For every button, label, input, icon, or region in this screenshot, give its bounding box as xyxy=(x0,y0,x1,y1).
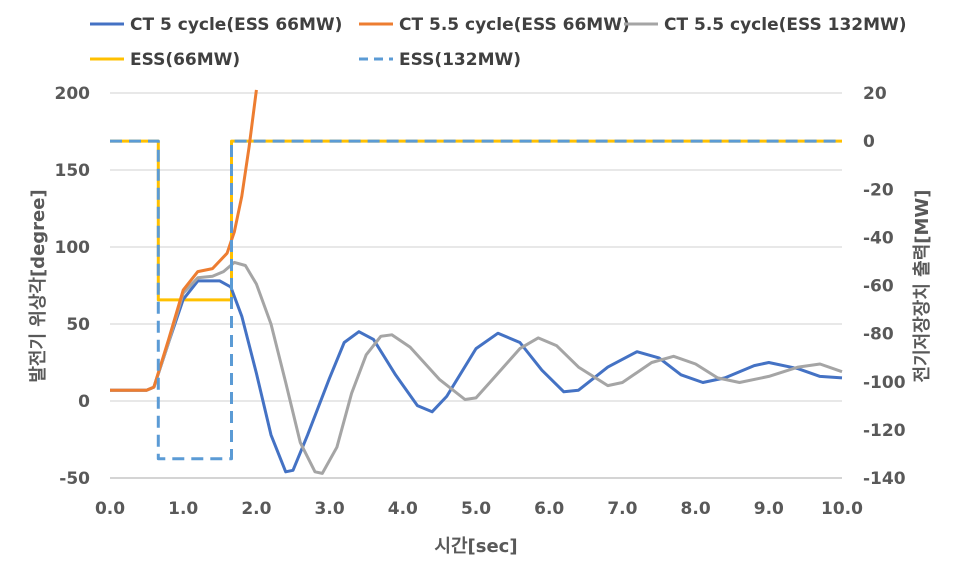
x-tick-label: 6.0 xyxy=(534,499,564,519)
x-tick-label: 1.0 xyxy=(168,499,198,519)
series-line-3 xyxy=(110,139,842,302)
x-tick-label: 10.0 xyxy=(821,499,863,519)
legend-label: CT 5 cycle(ESS 66MW) xyxy=(130,15,342,35)
y-left-tick-label: 100 xyxy=(55,238,91,258)
y-right-tick-label: 0 xyxy=(863,132,875,152)
y-axis-right-title: 전기저장장치 출력[MW] xyxy=(912,190,933,383)
legend-label: CT 5.5 cycle(ESS 132MW) xyxy=(664,15,907,35)
y-right-tick-label: -40 xyxy=(863,228,894,248)
x-tick-label: 0.0 xyxy=(95,499,125,519)
y-right-tick-label: -80 xyxy=(863,325,894,345)
series-line-2 xyxy=(110,260,843,475)
y-right-tick-label: -100 xyxy=(863,373,906,393)
legend: CT 5 cycle(ESS 66MW) CT 5.5 cycle(ESS 66M… xyxy=(90,15,907,70)
y-left-tick-label: 200 xyxy=(55,84,91,104)
tick-labels: 0.0 1.0 2.0 3.0 4.0 5.0 6.0 7.0 8.0 9.0 10.0 -50 0 50… xyxy=(55,84,906,519)
y-axis-left-title: 발전기 위상각[degree] xyxy=(28,189,49,382)
y-left-tick-label: -50 xyxy=(59,469,90,489)
x-tick-label: 5.0 xyxy=(461,499,491,519)
legend-label: ESS(132MW) xyxy=(399,50,521,70)
x-tick-label: 3.0 xyxy=(315,499,345,519)
grid xyxy=(110,92,842,479)
y-right-tick-label: -20 xyxy=(863,180,894,200)
series-line-4 xyxy=(110,139,842,461)
x-tick-label: 7.0 xyxy=(607,499,637,519)
x-tick-label: 9.0 xyxy=(754,499,784,519)
y-right-tick-label: -140 xyxy=(863,469,906,489)
y-left-tick-label: 50 xyxy=(66,315,90,335)
series-line-0 xyxy=(110,279,843,474)
y-left-tick-label: 0 xyxy=(78,392,90,412)
legend-label: ESS(66MW) xyxy=(130,50,240,70)
x-axis-title: 시간[sec] xyxy=(434,536,517,557)
y-right-tick-label: -120 xyxy=(863,421,906,441)
y-right-tick-label: 20 xyxy=(863,84,887,104)
y-right-tick-label: -60 xyxy=(863,277,894,297)
x-tick-label: 8.0 xyxy=(681,499,711,519)
legend-label: CT 5.5 cycle(ESS 66MW) xyxy=(399,15,630,35)
plot-area xyxy=(110,89,843,475)
x-tick-label: 2.0 xyxy=(241,499,271,519)
y-left-tick-label: 150 xyxy=(55,161,91,181)
series-line-1 xyxy=(110,89,258,392)
x-tick-label: 4.0 xyxy=(388,499,418,519)
